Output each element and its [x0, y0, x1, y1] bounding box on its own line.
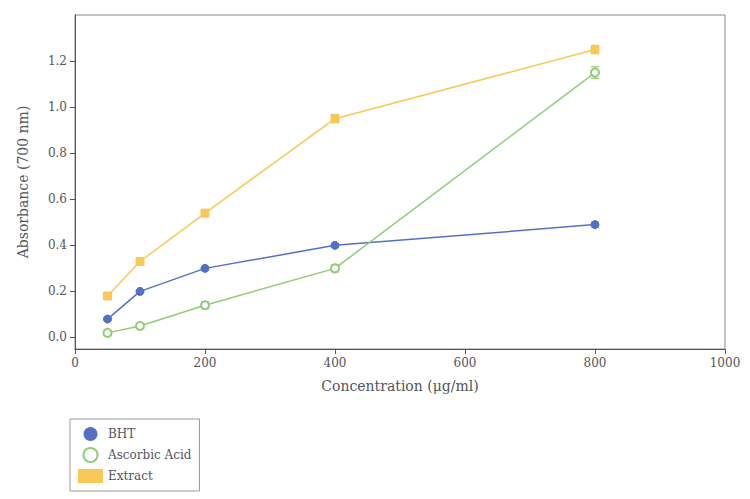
svg-text:BHT: BHT — [108, 427, 135, 441]
svg-text:0.4: 0.4 — [48, 238, 67, 252]
svg-text:Extract: Extract — [108, 469, 153, 483]
svg-text:600: 600 — [454, 356, 477, 370]
svg-text:Absorbance (700 nm): Absorbance (700 nm) — [15, 106, 31, 260]
svg-text:0.2: 0.2 — [48, 284, 67, 298]
svg-text:800: 800 — [584, 356, 607, 370]
svg-text:200: 200 — [194, 356, 217, 370]
svg-text:1000: 1000 — [710, 356, 741, 370]
svg-text:1.0: 1.0 — [48, 100, 67, 114]
svg-text:0.0: 0.0 — [48, 330, 67, 344]
svg-text:Ascorbic Acid: Ascorbic Acid — [107, 448, 192, 462]
svg-text:Concentration (μg/ml): Concentration (μg/ml) — [321, 378, 478, 394]
svg-text:0: 0 — [71, 356, 79, 370]
svg-text:400: 400 — [324, 356, 347, 370]
svg-text:0.6: 0.6 — [48, 192, 67, 206]
svg-text:1.2: 1.2 — [48, 54, 67, 68]
svg-text:0.8: 0.8 — [48, 146, 67, 160]
